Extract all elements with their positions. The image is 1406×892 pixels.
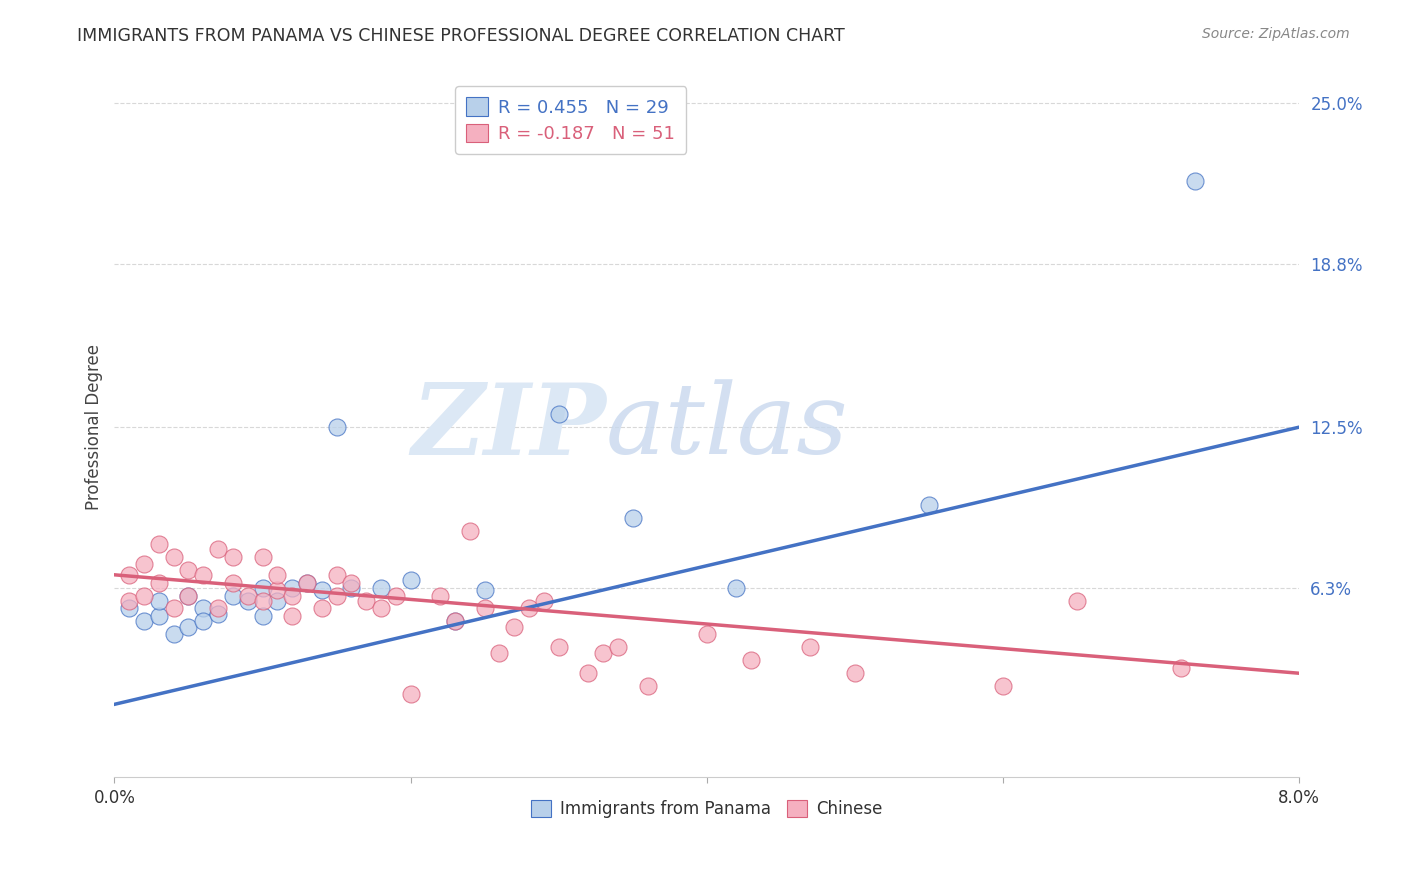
Point [163,627,186,641]
Point [606,640,628,655]
Point [1066,593,1088,607]
Point [799,640,821,655]
Point [266,583,288,598]
Point [207,607,229,621]
Point [295,575,318,590]
Point [517,601,540,615]
Legend: Immigrants from Panama, Chinese: Immigrants from Panama, Chinese [524,793,889,824]
Point [918,498,941,512]
Point [429,589,451,603]
Point [370,581,392,595]
Point [193,567,215,582]
Point [266,567,288,582]
Point [696,627,718,641]
Point [311,601,333,615]
Point [252,581,274,595]
Point [207,601,229,615]
Point [354,593,377,607]
Point [533,593,555,607]
Text: Source: ZipAtlas.com: Source: ZipAtlas.com [1202,27,1350,41]
Text: IMMIGRANTS FROM PANAMA VS CHINESE PROFESSIONAL DEGREE CORRELATION CHART: IMMIGRANTS FROM PANAMA VS CHINESE PROFES… [77,27,845,45]
Point [444,615,467,629]
Point [222,549,245,564]
Point [148,609,170,624]
Point [399,687,422,701]
Text: ZIP: ZIP [411,379,606,475]
Point [281,609,304,624]
Point [177,589,200,603]
Point [725,581,748,595]
Point [222,589,245,603]
Point [252,593,274,607]
Point [118,601,141,615]
Point [295,575,318,590]
Point [325,589,347,603]
Point [132,615,155,629]
Point [266,593,288,607]
Point [325,420,347,434]
Point [474,583,496,598]
Point [236,589,259,603]
Point [637,679,659,693]
Point [177,589,200,603]
Point [177,563,200,577]
Point [384,589,406,603]
Point [503,619,526,633]
Y-axis label: Professional Degree: Professional Degree [86,344,103,510]
Point [207,541,229,556]
Point [740,653,762,667]
Point [281,589,304,603]
Point [193,615,215,629]
Point [177,619,200,633]
Point [236,593,259,607]
Point [474,601,496,615]
Point [844,666,866,681]
Point [325,567,347,582]
Point [340,581,363,595]
Point [1170,661,1192,675]
Point [592,646,614,660]
Point [148,537,170,551]
Point [458,524,481,538]
Point [163,601,186,615]
Point [281,581,304,595]
Point [547,640,569,655]
Point [163,549,186,564]
Point [340,575,363,590]
Point [193,601,215,615]
Point [621,511,644,525]
Point [488,646,510,660]
Point [576,666,599,681]
Point [222,575,245,590]
Point [148,575,170,590]
Point [148,593,170,607]
Text: atlas: atlas [606,379,849,475]
Point [991,679,1014,693]
Point [547,407,569,421]
Point [132,558,155,572]
Point [132,589,155,603]
Point [399,573,422,587]
Point [252,609,274,624]
Point [252,549,274,564]
Point [1184,174,1206,188]
Point [370,601,392,615]
Point [311,583,333,598]
Point [444,615,467,629]
Point [118,593,141,607]
Point [118,567,141,582]
